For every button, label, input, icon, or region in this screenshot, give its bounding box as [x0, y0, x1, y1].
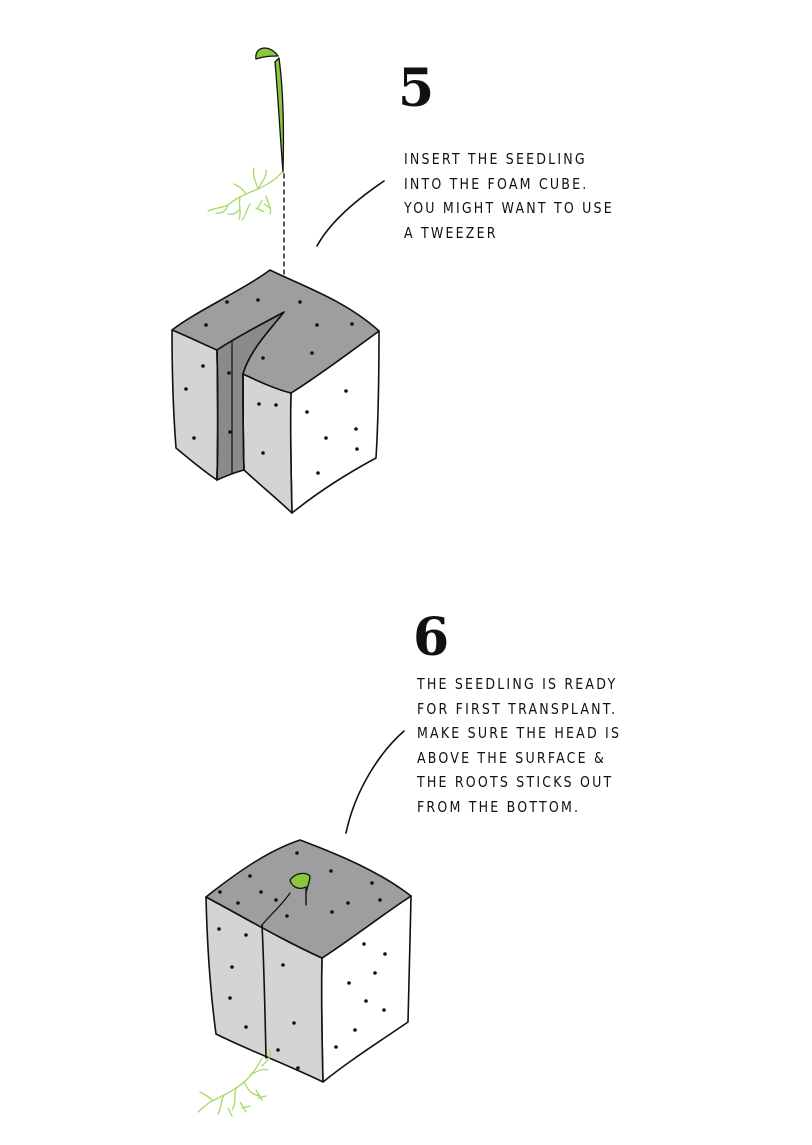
- seedling-6: [289, 872, 311, 906]
- step-6-leader-line: [345, 730, 405, 834]
- step-6-caption: THE SEEDLING IS READY FOR FIRST TRANSPLA…: [417, 672, 621, 819]
- step-6-caption-line: FROM THE BOTTOM.: [417, 797, 581, 816]
- step-6-caption-line: MAKE SURE THE HEAD IS: [417, 724, 622, 742]
- step-6-number: 6: [413, 607, 450, 668]
- step-5-caption-line: INTO THE FOAM CUBE.: [404, 174, 589, 193]
- step-5-caption-line: A TWEEZER: [404, 223, 498, 242]
- step-6-caption-line: ABOVE THE SURFACE &: [417, 748, 607, 767]
- step-5-caption-line: INSERT THE SEEDLING: [404, 150, 587, 168]
- step-5-caption-line: YOU MIGHT WANT TO USE: [404, 199, 614, 217]
- foam-cube-6: [205, 839, 412, 1083]
- roots-5: [207, 167, 283, 221]
- step-6-caption-line: FOR FIRST TRANSPLANT.: [417, 699, 618, 718]
- step-6-caption-line: THE SEEDLING IS READY: [417, 675, 618, 693]
- step-6-caption-line: THE ROOTS STICKS OUT: [417, 773, 614, 791]
- step-5-caption: INSERT THE SEEDLING INTO THE FOAM CUBE. …: [404, 147, 614, 245]
- step-5-number: 5: [398, 58, 435, 119]
- step-5-leader-line: [316, 180, 385, 247]
- foam-cube-5: [171, 269, 380, 514]
- roots-6: [197, 1049, 272, 1117]
- seedling-5: [255, 47, 285, 173]
- foam-dots: [184, 298, 387, 1070]
